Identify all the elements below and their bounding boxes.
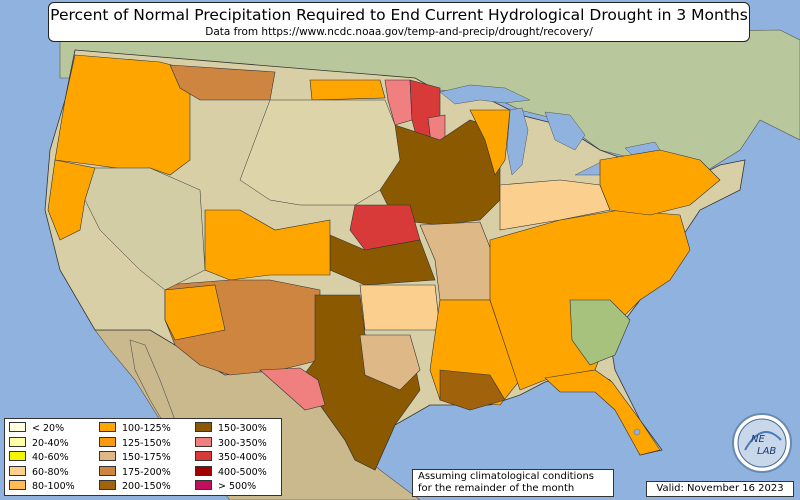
legend-swatch [195, 465, 212, 476]
minnesota-region [384, 79, 413, 126]
legend-item: 60-80% [9, 465, 69, 478]
lake-huron [544, 111, 586, 151]
legend-swatch [9, 480, 26, 490]
florida-region [544, 369, 661, 456]
legend-label: 20-40% [32, 437, 69, 449]
west-texas-region [259, 367, 326, 411]
lake-superior [439, 84, 531, 105]
legend-label: 60-80% [32, 466, 69, 478]
legend-item: 20-40% [9, 436, 69, 449]
legend-item: > 500% [195, 480, 256, 492]
legend-item: 150-300% [195, 422, 267, 434]
legend-swatch [9, 465, 26, 476]
legend-item: 200-150% [99, 480, 171, 492]
legend-item: 400-500% [195, 465, 267, 478]
legend-swatch [99, 451, 116, 461]
legend-swatch [195, 480, 212, 490]
legend-item: 100-125% [99, 422, 171, 434]
georgia-region [569, 299, 631, 366]
legend-item: 300-350% [195, 436, 267, 449]
legend-label: 175-200% [122, 466, 171, 478]
legend-label: 200-150% [122, 481, 171, 492]
legend-item: 125-150% [99, 436, 171, 449]
lake-michigan [506, 107, 529, 176]
legend-label: 300-350% [218, 437, 267, 449]
arizona-orange-region [164, 284, 226, 341]
logo-text-ne: NE [751, 434, 765, 445]
legend-label: 100-125% [122, 423, 171, 434]
legend-label: 350-400% [218, 452, 267, 463]
assumption-note: Assuming climatological conditions for t… [412, 469, 614, 497]
nd-region [309, 79, 386, 101]
legend-swatch [9, 436, 26, 447]
note-line-2: for the remainder of the month [418, 483, 575, 494]
legend-swatch [9, 422, 26, 432]
legend-item: 350-400% [195, 451, 267, 463]
map-subtitle: Data from https://www.ncdc.noaa.gov/temp… [205, 26, 593, 38]
great-basin-region [84, 167, 206, 291]
legend-label: < 20% [32, 423, 65, 434]
pnw-region [54, 54, 191, 176]
legend-swatch [99, 436, 116, 447]
legend-item: 40-60% [9, 451, 69, 463]
map-title: Percent of Normal Precipitation Required… [50, 6, 748, 24]
lake-okeechobee [633, 428, 641, 436]
northeast-region [599, 149, 721, 216]
legend-swatch [9, 451, 26, 461]
legend-swatch [99, 465, 116, 476]
legend-item: < 20% [9, 422, 64, 434]
oklahoma-region [359, 284, 441, 331]
logo-text-lab: LAB [757, 446, 776, 457]
note-line-1: Assuming climatological conditions [418, 471, 594, 482]
legend-item: 150-175% [99, 451, 171, 463]
legend-item: 80-100% [9, 480, 75, 492]
legend-label: > 500% [218, 481, 257, 492]
michigan-region [469, 109, 511, 176]
plains-region [239, 99, 401, 206]
legend-label: 80-100% [32, 481, 75, 492]
legend-item: 175-200% [99, 465, 171, 478]
central-texas-region [359, 334, 421, 391]
nexlab-logo: NE LAB [732, 413, 792, 473]
montana-region [169, 64, 276, 101]
legend-swatch [195, 422, 212, 432]
legend: < 20% 20-40% 40-60% 60-80% 80-100% 100-125% 12… [4, 418, 282, 496]
valid-date: Valid: November 16 2023 [646, 481, 794, 497]
legend-swatch [99, 422, 116, 432]
legend-label: 125-150% [122, 437, 171, 449]
louisiana-region [439, 369, 506, 411]
legend-label: 40-60% [32, 452, 69, 463]
legend-swatch [99, 480, 116, 490]
legend-label: 150-175% [122, 452, 171, 463]
utah-colorado-region [204, 209, 331, 281]
legend-swatch [195, 436, 212, 447]
legend-swatch [195, 451, 212, 461]
legend-label: 150-300% [218, 423, 267, 434]
legend-label: 400-500% [218, 466, 267, 478]
title-box: Percent of Normal Precipitation Required… [48, 2, 750, 42]
